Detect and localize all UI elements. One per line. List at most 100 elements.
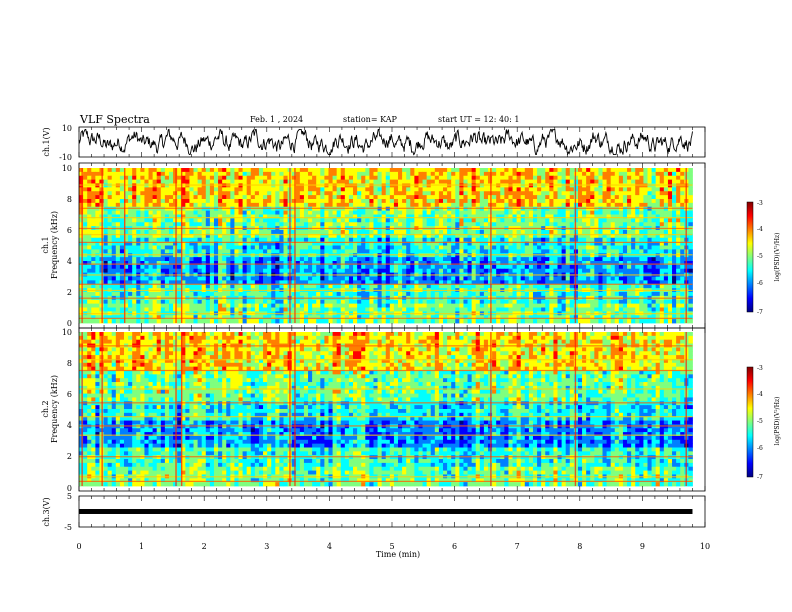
spectrogram-cell	[152, 214, 158, 219]
spectrogram-cell	[377, 245, 383, 250]
spectrogram-cell	[688, 284, 693, 289]
spectrogram-cell	[353, 292, 358, 297]
spectrogram-cell	[577, 168, 583, 173]
spectrogram-cell	[434, 179, 440, 184]
spectrogram-cell	[291, 187, 297, 192]
spectrogram-cell	[164, 268, 170, 274]
spectrogram-cell	[602, 241, 607, 246]
spectrogram-cell	[177, 276, 182, 281]
spectrogram-cell	[303, 237, 309, 243]
spectrogram-cell	[140, 222, 145, 227]
spectrogram-cell	[193, 237, 199, 243]
spectrogram-cell	[357, 292, 362, 297]
spectrogram-cell	[263, 210, 268, 215]
spectrogram-cell	[267, 237, 272, 243]
spectrogram-cell	[598, 276, 603, 281]
spectrogram-cell	[291, 249, 297, 254]
spectrogram-cell	[528, 195, 534, 200]
spectrogram-cell	[107, 191, 113, 196]
spectrogram-cell	[434, 233, 440, 239]
spectrogram-cell	[242, 168, 248, 173]
spectrogram-cell	[168, 241, 174, 246]
spectrogram-cell	[471, 199, 477, 204]
spectrogram-cell	[160, 175, 166, 181]
spectrogram-cell	[606, 218, 612, 223]
spectrogram-cell	[111, 241, 117, 246]
spectrogram-cell	[103, 171, 109, 177]
spectrogram-cell	[79, 257, 84, 262]
spectrogram-cell	[320, 218, 325, 223]
spectrogram-cell	[647, 249, 652, 254]
spectrogram-cell	[246, 214, 252, 219]
spectrogram-cell	[365, 214, 370, 219]
spectrogram-cell	[422, 233, 428, 239]
spectrogram-cell	[189, 218, 194, 223]
spectrogram-cell	[299, 264, 305, 270]
spectrogram-cell	[168, 249, 174, 254]
spectrogram-cell	[410, 175, 415, 181]
spectrogram-cell	[586, 214, 591, 219]
spectrogram-cell	[91, 202, 96, 208]
spectrogram-cell	[434, 268, 440, 274]
spectrogram-cell	[267, 202, 272, 208]
spectrogram-cell	[115, 179, 121, 184]
spectrogram-cell	[418, 168, 423, 173]
spectrogram-cell	[492, 249, 497, 254]
spectrogram-cell	[148, 202, 154, 208]
spectrogram-cell	[524, 230, 530, 235]
spectrogram-cell	[651, 179, 657, 184]
spectrogram-cell	[222, 218, 227, 223]
spectrogram-cell	[663, 202, 669, 208]
spectrogram-cell	[197, 168, 203, 173]
spectrogram-cell	[443, 280, 448, 285]
spectrogram-cell	[602, 249, 607, 254]
spectrogram-cell	[516, 210, 522, 215]
spectrogram-cell	[234, 191, 239, 196]
spectrogram-cell	[320, 214, 325, 219]
spectrogram-cell	[647, 187, 652, 192]
spectrogram-cell	[639, 195, 644, 200]
spectrogram-cell	[577, 249, 583, 254]
spectrogram-cell	[631, 179, 636, 184]
spectrogram-cell	[148, 268, 154, 274]
spectrogram-cell	[655, 257, 661, 262]
spectrogram-cell	[639, 214, 644, 219]
spectrogram-cell	[152, 195, 158, 200]
spectrogram-cell	[218, 292, 223, 297]
spectrogram-cell	[299, 171, 305, 177]
spectrogram-cell	[406, 280, 411, 285]
spectrogram-cell	[295, 195, 301, 200]
spectrogram-cell	[263, 218, 268, 223]
spectrogram-cell	[602, 222, 607, 227]
spectrogram-cell	[627, 233, 632, 239]
spectrogram-cell	[173, 175, 178, 181]
spectrogram-cell	[438, 195, 444, 200]
spectrogram-cell	[639, 218, 644, 223]
spectrogram-cell	[132, 292, 137, 297]
spectrogram-cell	[132, 199, 137, 204]
spectrogram-cell	[528, 233, 534, 239]
spectrogram-cell	[361, 202, 366, 208]
spectrogram-cell	[688, 249, 693, 254]
spectrogram-cell	[263, 276, 268, 281]
spectrogram-cell	[353, 233, 358, 239]
spectrogram-cell	[279, 241, 284, 246]
spectrogram-cell	[111, 179, 117, 184]
spectrogram-cell	[385, 241, 391, 246]
spectrogram-cell	[389, 257, 395, 262]
spectrogram-cell	[312, 292, 317, 297]
spectrogram-cell	[320, 249, 325, 254]
spectrogram-cell	[95, 280, 100, 285]
spectrogram-cell	[618, 195, 624, 200]
spectrogram-cell	[107, 241, 113, 246]
spectrogram-cell	[426, 214, 432, 219]
spectrogram-cell	[590, 179, 595, 184]
spectrogram-cell	[389, 284, 395, 289]
spectrogram-cell	[565, 241, 571, 246]
spectrogram-cell	[569, 222, 575, 227]
spectrogram-cell	[602, 199, 607, 204]
spectrogram-cell	[303, 233, 309, 239]
spectrogram-cell	[95, 237, 100, 243]
spectrogram-cell	[291, 237, 297, 243]
spectrogram-cell	[389, 199, 395, 204]
